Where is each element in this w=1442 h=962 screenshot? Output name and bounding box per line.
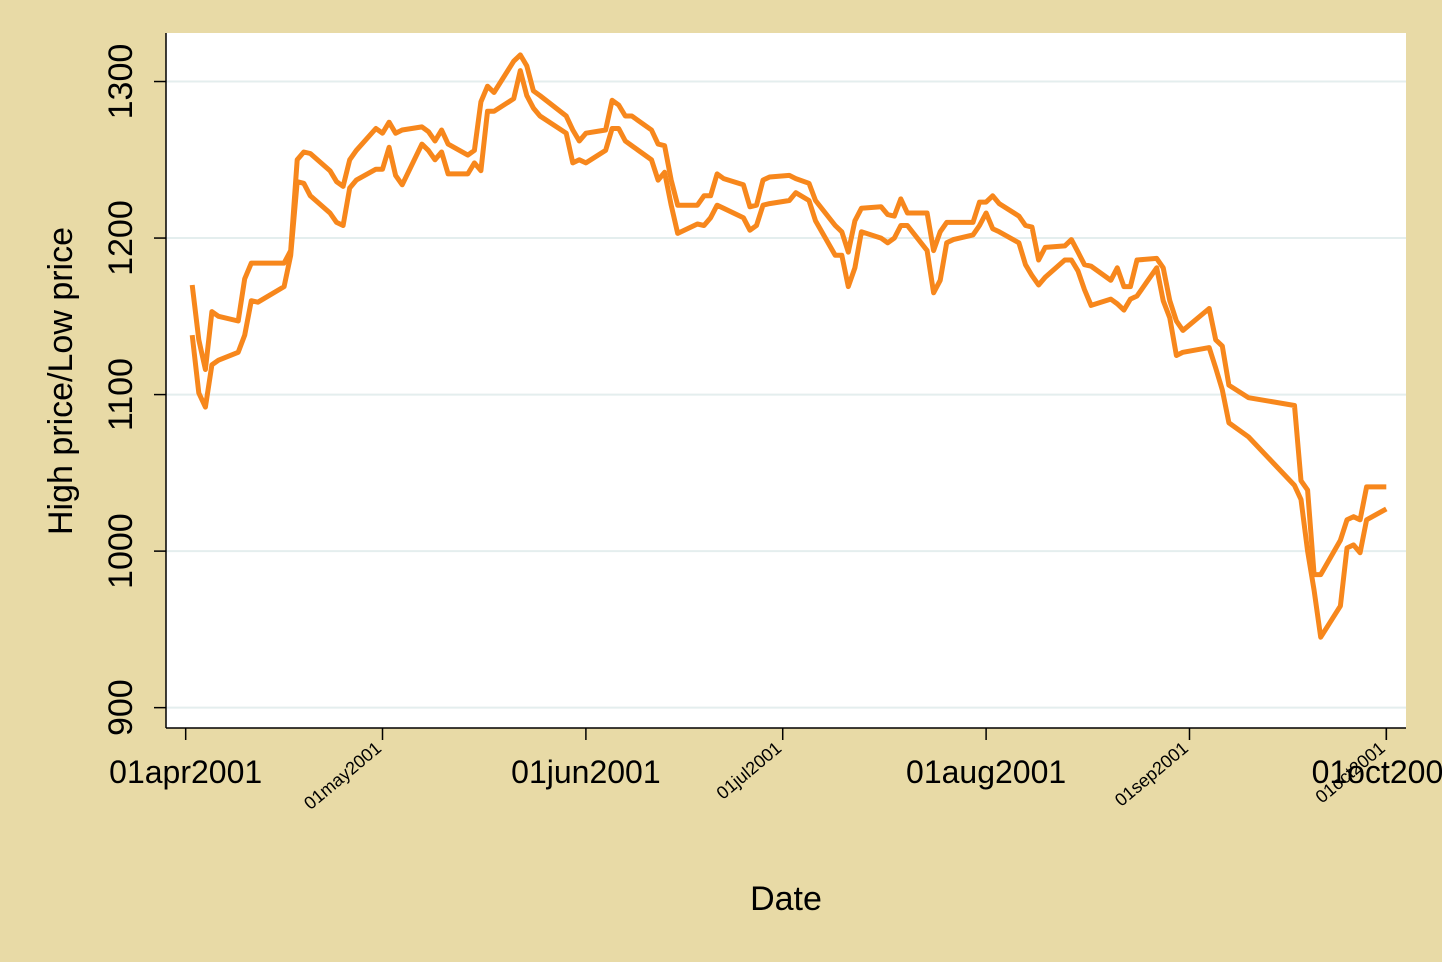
x-tick-label: 01apr2001 bbox=[109, 754, 262, 790]
y-tick-label: 1100 bbox=[102, 358, 140, 431]
y-axis-title: High price/Low price bbox=[42, 227, 80, 535]
y-tick-label: 1300 bbox=[102, 44, 140, 120]
x-tick-label: 01oct2001 bbox=[1312, 754, 1442, 790]
series-line bbox=[189, 52, 1387, 578]
x-tick-label: 01jun2001 bbox=[511, 754, 660, 790]
y-tick-label: 900 bbox=[102, 679, 140, 736]
x-tick-label: 01aug2001 bbox=[906, 754, 1066, 790]
plot-area bbox=[166, 33, 1406, 728]
y-tick-label: 1200 bbox=[102, 200, 140, 276]
y-tick-label: 1000 bbox=[102, 513, 140, 589]
grid bbox=[166, 80, 1406, 709]
series-line bbox=[189, 68, 1388, 640]
x-axis-title: Date bbox=[750, 880, 822, 918]
lines bbox=[189, 52, 1388, 640]
